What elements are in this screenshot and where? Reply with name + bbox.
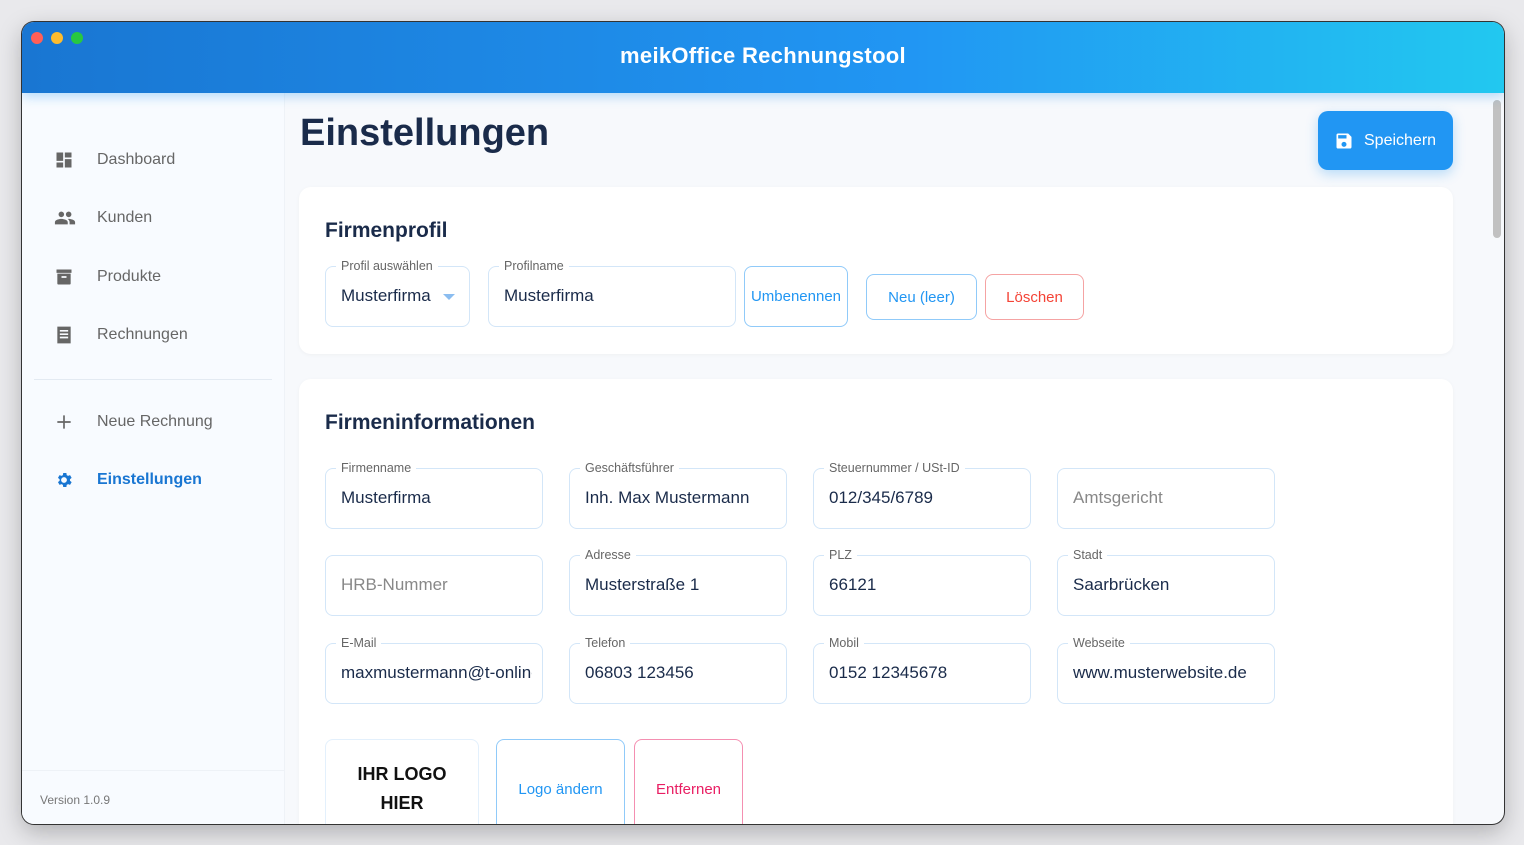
company-field[interactable]: Amtsgericht [1057, 468, 1275, 529]
sidebar-item-label: Dashboard [97, 151, 176, 168]
field-value: 66121 [829, 575, 877, 594]
field-value: Saarbrücken [1073, 575, 1170, 594]
sidebar: Dashboard Kunden Produkte Rechnungen Neu… [22, 93, 285, 824]
field-label: Geschäftsführer [580, 461, 679, 475]
plus-icon [57, 415, 71, 429]
field-value: www.musterwebsite.de [1073, 663, 1247, 682]
company-field[interactable]: Steuernummer / USt-ID 012/345/6789 [813, 461, 1031, 529]
app-window: meikOffice Rechnungstool Dashboard Kunde… [22, 22, 1504, 824]
sidebar-item-kunden[interactable]: Kunden [22, 196, 285, 240]
field-label: E-Mail [336, 636, 382, 650]
field-value: maxmustermann@t-online.de [341, 663, 532, 682]
minimize-window-button[interactable] [51, 32, 63, 44]
sidebar-item-label: Neue Rechnung [97, 413, 213, 430]
field-value: Musterstraße 1 [585, 575, 700, 594]
archive-icon [56, 269, 72, 285]
scrollbar[interactable] [1493, 100, 1501, 238]
field-label: PLZ [824, 548, 857, 562]
field-label: Webseite [1068, 636, 1130, 650]
sidebar-item-einstellungen[interactable]: Einstellungen [22, 458, 285, 502]
section-title: Firmeninformationen [325, 411, 536, 434]
profile-name-field[interactable]: Profilname Musterfirma [488, 259, 736, 327]
field-value: Musterfirma [504, 286, 594, 305]
rename-button[interactable]: Umbenennen [744, 266, 848, 327]
company-field[interactable]: HRB-Nummer [325, 555, 543, 616]
company-field[interactable]: PLZ 66121 [813, 548, 1031, 616]
logo-placeholder: IHR LOGO HIER [325, 739, 479, 824]
section-title: Firmenprofil [325, 219, 448, 242]
field-label: Profil auswählen [336, 259, 438, 273]
title-bar: meikOffice Rechnungstool [22, 22, 1504, 93]
sidebar-item-label: Rechnungen [97, 326, 188, 343]
chevron-down-icon [443, 294, 455, 300]
firmenprofil-card: Firmenprofil Profil auswählen Musterfirm… [299, 187, 1453, 354]
change-logo-button[interactable]: Logo ändern [496, 739, 625, 824]
company-field[interactable]: Adresse Musterstraße 1 [569, 548, 787, 616]
page-title: Einstellungen [300, 112, 550, 154]
version-label: Version 1.0.9 [22, 770, 285, 824]
field-value: Musterfirma [341, 488, 431, 507]
save-icon [1336, 133, 1352, 148]
field-label: Stadt [1068, 548, 1108, 562]
people-icon [54, 211, 76, 225]
firmeninformationen-card: Firmeninformationen Firmenname Musterfirm… [299, 379, 1453, 824]
field-label: Steuernummer / USt-ID [824, 461, 965, 475]
company-field[interactable]: Geschäftsführer Inh. Max Mustermann [569, 461, 787, 529]
sidebar-item-dashboard[interactable]: Dashboard [22, 138, 285, 182]
receipt-icon [57, 326, 71, 344]
sidebar-item-rechnungen[interactable]: Rechnungen [22, 313, 285, 357]
field-value: Inh. Max Mustermann [585, 488, 750, 507]
sidebar-divider [34, 379, 272, 380]
delete-profile-button[interactable]: Löschen [985, 274, 1084, 320]
field-value: 012/345/6789 [829, 488, 933, 507]
save-button[interactable]: Speichern [1318, 111, 1453, 170]
field-label: Profilname [499, 259, 569, 273]
maximize-window-button[interactable] [71, 32, 83, 44]
field-label: Mobil [824, 636, 864, 650]
select-value: Musterfirma [341, 286, 431, 305]
gear-icon [57, 473, 72, 487]
field-value: 0152 12345678 [829, 663, 948, 682]
field-value: 06803 123456 [585, 663, 694, 682]
company-field[interactable]: Webseite www.musterwebsite.de [1057, 636, 1275, 704]
profile-select[interactable]: Profil auswählen Musterfirma [325, 259, 470, 327]
sidebar-item-label: Kunden [97, 209, 153, 226]
field-label: Telefon [580, 636, 631, 650]
sidebar-item-produkte[interactable]: Produkte [22, 255, 285, 299]
save-label: Speichern [1364, 131, 1437, 149]
sidebar-item-label: Einstellungen [97, 471, 202, 488]
company-field[interactable]: Telefon 06803 123456 [569, 636, 787, 704]
close-window-button[interactable] [31, 32, 43, 44]
dashboard-icon [56, 152, 72, 168]
company-field[interactable]: E-Mail maxmustermann@t-online.de [325, 636, 543, 704]
field-label: Adresse [580, 548, 636, 562]
sidebar-item-neue-rechnung[interactable]: Neue Rechnung [22, 400, 285, 444]
remove-logo-button[interactable]: Entfernen [634, 739, 743, 824]
company-field[interactable]: Mobil 0152 12345678 [813, 636, 1031, 704]
sidebar-item-label: Produkte [97, 268, 162, 285]
field-label: Firmenname [336, 461, 417, 475]
company-field[interactable]: Stadt Saarbrücken [1057, 548, 1275, 616]
new-profile-button[interactable]: Neu (leer) [866, 274, 977, 320]
app-title: meikOffice Rechnungstool [620, 43, 906, 68]
field-placeholder: Amtsgericht [1073, 488, 1163, 507]
company-field[interactable]: Firmenname Musterfirma [325, 461, 543, 529]
field-placeholder: HRB-Nummer [341, 575, 448, 594]
